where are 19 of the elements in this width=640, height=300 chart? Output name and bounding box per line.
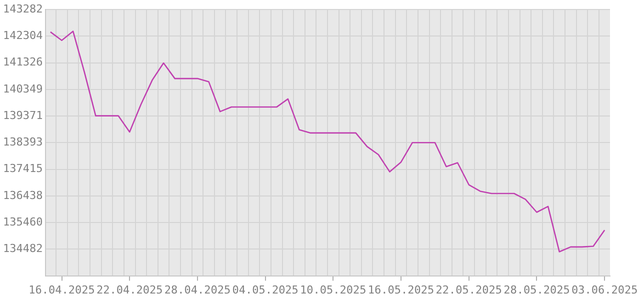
x-tick-label: 03.06.2025: [571, 283, 638, 296]
y-tick-label: 140349: [2, 82, 43, 96]
x-tick-label: 22.04.2025: [96, 283, 163, 296]
y-tick-label: 136438: [2, 188, 43, 202]
x-tick-label: 28.04.2025: [164, 283, 231, 296]
y-tick-label: 141326: [2, 56, 43, 69]
y-tick-label: 142304: [2, 29, 44, 42]
y-tick-label: 139371: [2, 108, 43, 122]
x-tick-label: 04.05.2025: [232, 283, 298, 296]
x-tick-label: 10.05.2025: [300, 283, 366, 296]
y-tick-label: 137415: [2, 162, 43, 176]
y-tick-label: 135460: [2, 215, 43, 228]
y-tick-label: 138393: [2, 136, 43, 149]
x-tick-label: 16.05.2025: [368, 283, 434, 296]
y-tick-label: 134482: [2, 242, 43, 256]
x-tick-label: 28.05.2025: [504, 283, 570, 296]
x-tick-label: 22.05.2025: [436, 283, 502, 296]
x-tick-label: 16.04.2025: [28, 283, 95, 296]
y-tick-label: 143282: [2, 2, 43, 16]
